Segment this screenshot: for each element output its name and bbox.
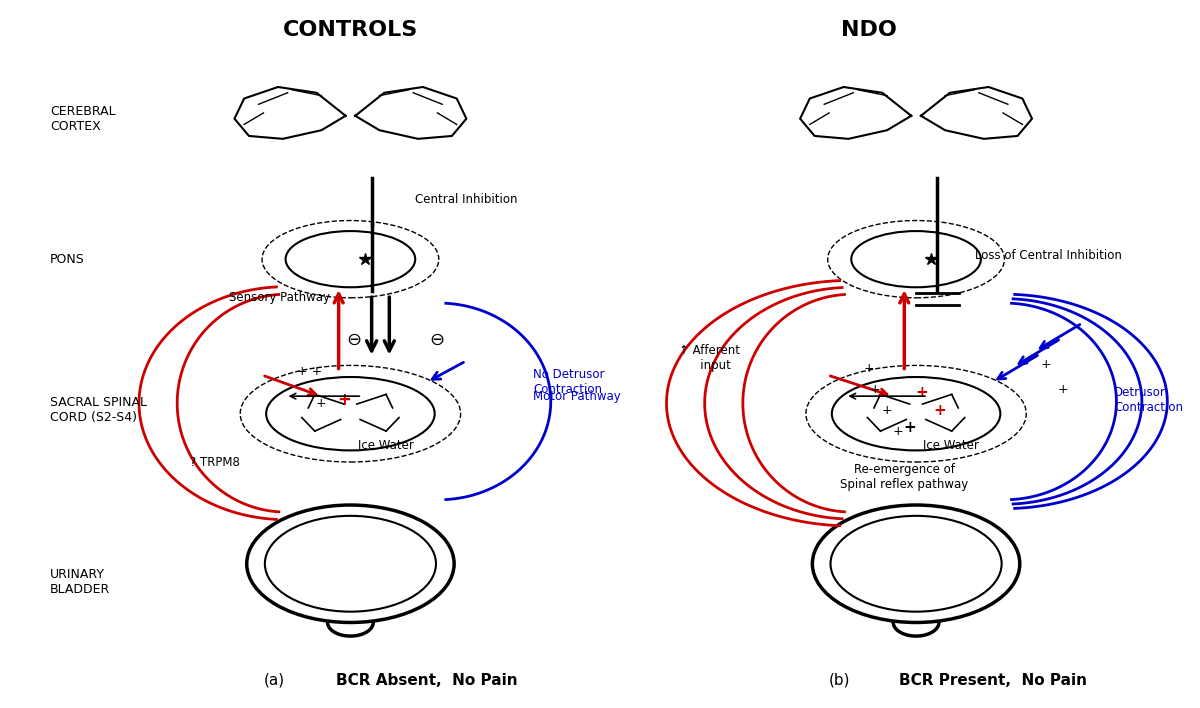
Text: ⊖: ⊖ — [347, 331, 361, 349]
Text: +: + — [881, 404, 892, 417]
Text: +: + — [870, 382, 880, 396]
Text: Detrusor
Contraction: Detrusor Contraction — [1114, 386, 1183, 413]
Text: URINARY
BLADDER: URINARY BLADDER — [50, 569, 110, 596]
Text: BCR Present,  No Pain: BCR Present, No Pain — [899, 673, 1087, 687]
Text: NDO: NDO — [841, 21, 896, 40]
Text: ↑ Afferent
   input: ↑ Afferent input — [679, 343, 740, 372]
Text: Ice Water: Ice Water — [358, 439, 414, 452]
Text: ? TRPM8: ? TRPM8 — [190, 457, 240, 469]
Text: Sensory Pathway: Sensory Pathway — [229, 291, 330, 304]
Text: (b): (b) — [829, 673, 851, 687]
Text: CONTROLS: CONTROLS — [283, 21, 418, 40]
Text: BCR Absent,  No Pain: BCR Absent, No Pain — [336, 673, 518, 687]
Text: +: + — [1040, 358, 1051, 371]
Text: +: + — [916, 385, 929, 400]
Text: ⊖: ⊖ — [428, 331, 444, 349]
Text: PONS: PONS — [50, 253, 85, 266]
Text: Motor Pathway: Motor Pathway — [533, 389, 620, 403]
Text: Re-emergence of
Spinal reflex pathway: Re-emergence of Spinal reflex pathway — [840, 463, 968, 491]
Text: + +: + + — [296, 365, 322, 378]
Text: CEREBRAL
CORTEX: CEREBRAL CORTEX — [50, 105, 115, 132]
Text: Ice Water: Ice Water — [924, 439, 979, 452]
Text: +: + — [864, 362, 875, 375]
Text: SACRAL SPINAL
CORD (S2-S4): SACRAL SPINAL CORD (S2-S4) — [50, 396, 146, 424]
Text: +: + — [934, 403, 946, 418]
Text: No Detrusor
Contraction: No Detrusor Contraction — [533, 368, 605, 396]
Text: +: + — [316, 396, 326, 410]
Text: +: + — [893, 425, 904, 438]
Text: +: + — [904, 421, 917, 435]
Text: Central Inhibition: Central Inhibition — [415, 193, 517, 206]
Text: +: + — [337, 391, 352, 409]
Text: (a): (a) — [263, 673, 284, 687]
Text: Loss of Central Inhibition: Loss of Central Inhibition — [976, 249, 1122, 262]
Text: +: + — [1058, 382, 1069, 396]
